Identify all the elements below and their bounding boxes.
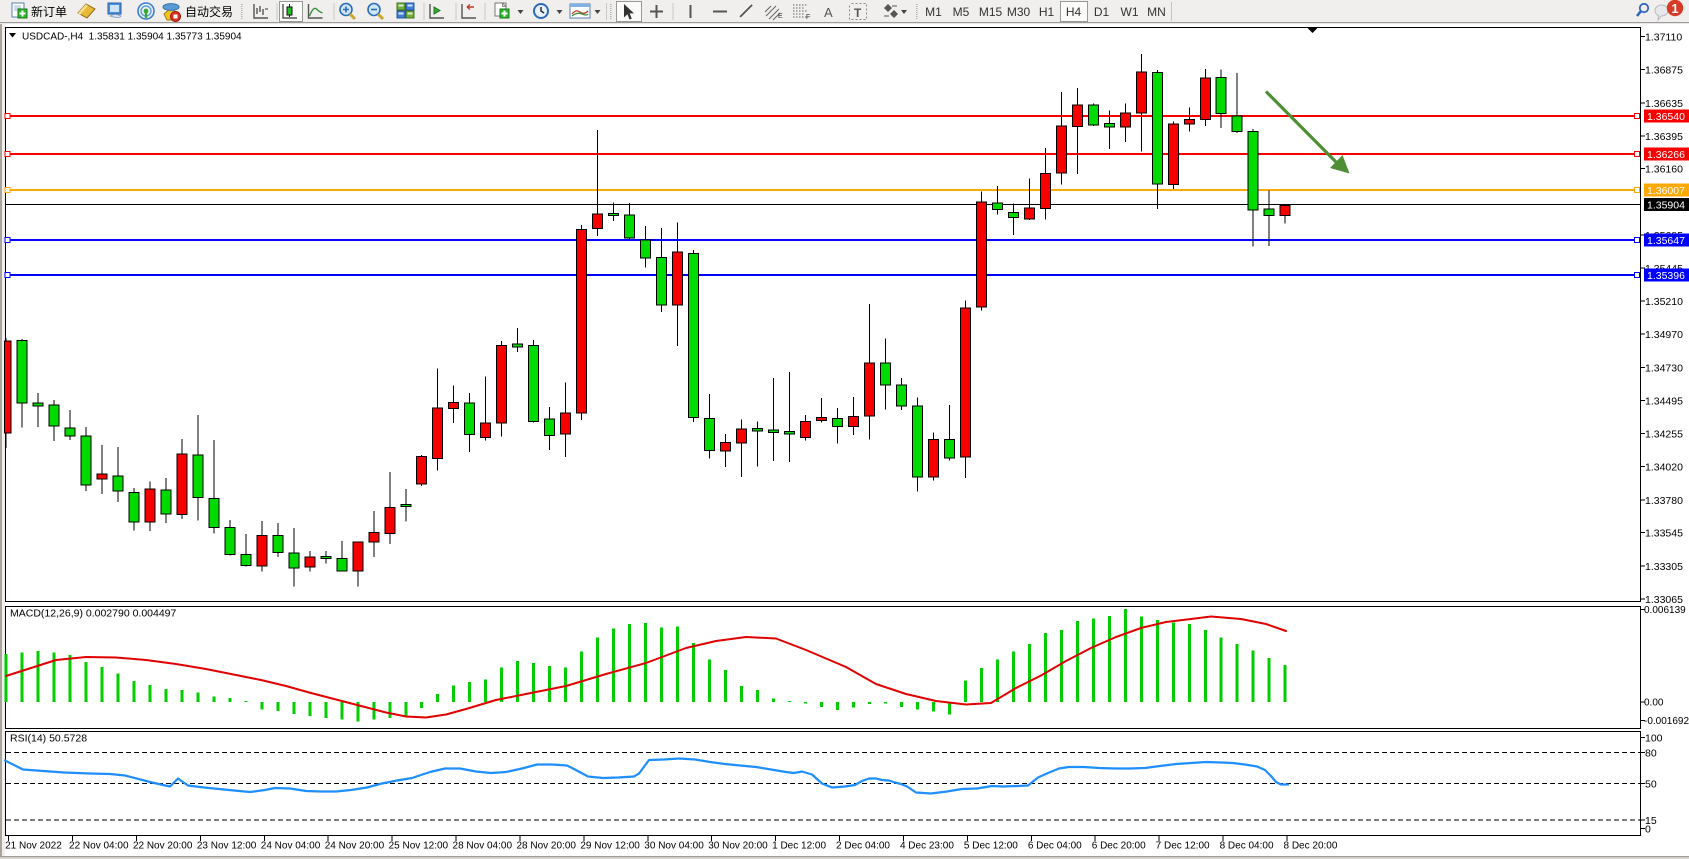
svg-text:M5: M5 <box>953 5 970 19</box>
svg-text:1.36635: 1.36635 <box>1645 98 1683 110</box>
svg-text:0.006139: 0.006139 <box>1644 605 1686 616</box>
svg-text:1.35210: 1.35210 <box>1645 296 1683 308</box>
svg-text:7 Dec 12:00: 7 Dec 12:00 <box>1156 841 1210 852</box>
svg-text:W1: W1 <box>1121 5 1139 19</box>
svg-text:M15: M15 <box>979 5 1003 19</box>
svg-text:21 Nov 2022: 21 Nov 2022 <box>5 841 62 852</box>
svg-text:100: 100 <box>1645 733 1663 745</box>
svg-text:1.36007: 1.36007 <box>1647 185 1685 197</box>
svg-text:4 Dec 23:00: 4 Dec 23:00 <box>900 841 954 852</box>
svg-text:1.34970: 1.34970 <box>1645 329 1683 341</box>
svg-text:E: E <box>778 13 783 20</box>
svg-text:80: 80 <box>1645 748 1657 760</box>
svg-text:RSI(14) 50.5728: RSI(14) 50.5728 <box>10 733 87 745</box>
svg-text:USDCAD-,H4 1.35831 1.35904 1.: USDCAD-,H4 1.35831 1.35904 1.35773 1.359… <box>22 32 242 43</box>
svg-text:1.34020: 1.34020 <box>1645 462 1683 474</box>
svg-text:8 Dec 20:00: 8 Dec 20:00 <box>1284 841 1338 852</box>
svg-text:自动交易: 自动交易 <box>185 4 233 19</box>
svg-text:15: 15 <box>1645 815 1657 827</box>
svg-text:1.35904: 1.35904 <box>1647 200 1685 212</box>
svg-text:1.36875: 1.36875 <box>1645 65 1683 77</box>
svg-text:0: 0 <box>1645 824 1651 836</box>
svg-text:24 Nov 04:00: 24 Nov 04:00 <box>261 841 321 852</box>
svg-text:1.35396: 1.35396 <box>1647 270 1685 282</box>
svg-text:28 Nov 20:00: 28 Nov 20:00 <box>516 841 576 852</box>
svg-text:1: 1 <box>1671 1 1678 16</box>
svg-text:28 Nov 04:00: 28 Nov 04:00 <box>453 841 513 852</box>
svg-text:50: 50 <box>1645 779 1657 791</box>
svg-text:1 Dec 12:00: 1 Dec 12:00 <box>772 841 826 852</box>
svg-text:M30: M30 <box>1007 5 1031 19</box>
svg-text:5 Dec 12:00: 5 Dec 12:00 <box>964 841 1018 852</box>
svg-text:新订单: 新订单 <box>31 4 67 19</box>
svg-text:25 Nov 12:00: 25 Nov 12:00 <box>389 841 449 852</box>
svg-text:D1: D1 <box>1094 5 1110 19</box>
svg-text:1.33545: 1.33545 <box>1645 528 1683 540</box>
svg-text:23 Nov 12:00: 23 Nov 12:00 <box>197 841 257 852</box>
svg-text:H1: H1 <box>1039 5 1055 19</box>
svg-text:1.36540: 1.36540 <box>1647 111 1685 123</box>
svg-text:22 Nov 20:00: 22 Nov 20:00 <box>133 841 193 852</box>
svg-text:-0.001692: -0.001692 <box>1644 716 1689 727</box>
svg-text:F: F <box>806 14 810 21</box>
svg-text:1.36160: 1.36160 <box>1645 164 1683 176</box>
svg-text:1.36266: 1.36266 <box>1647 149 1685 161</box>
svg-text:T: T <box>854 6 862 20</box>
svg-text:6 Dec 04:00: 6 Dec 04:00 <box>1028 841 1082 852</box>
svg-text:1.34730: 1.34730 <box>1645 363 1683 375</box>
svg-text:1.36395: 1.36395 <box>1645 131 1683 143</box>
svg-text:1.33780: 1.33780 <box>1645 495 1683 507</box>
svg-text:1.34255: 1.34255 <box>1645 429 1683 441</box>
svg-text:1.33305: 1.33305 <box>1645 561 1683 573</box>
svg-text:30 Nov 04:00: 30 Nov 04:00 <box>644 841 704 852</box>
svg-text:8 Dec 04:00: 8 Dec 04:00 <box>1220 841 1274 852</box>
svg-text:1.35647: 1.35647 <box>1647 235 1685 247</box>
svg-text:6 Dec 20:00: 6 Dec 20:00 <box>1092 841 1146 852</box>
svg-text:1.37110: 1.37110 <box>1645 32 1682 44</box>
svg-text:MN: MN <box>1147 5 1166 19</box>
svg-text:29 Nov 12:00: 29 Nov 12:00 <box>580 841 640 852</box>
svg-text:22 Nov 04:00: 22 Nov 04:00 <box>69 841 129 852</box>
svg-text:M1: M1 <box>925 5 942 19</box>
svg-text:30 Nov 20:00: 30 Nov 20:00 <box>708 841 768 852</box>
svg-text:1.33065: 1.33065 <box>1645 594 1683 606</box>
svg-text:24 Nov 20:00: 24 Nov 20:00 <box>325 841 385 852</box>
svg-text:MACD(12,26,9) 0.002790 0.00449: MACD(12,26,9) 0.002790 0.004497 <box>10 608 177 620</box>
svg-text:2 Dec 04:00: 2 Dec 04:00 <box>836 841 890 852</box>
svg-text:H4: H4 <box>1066 5 1082 19</box>
svg-text:1.34495: 1.34495 <box>1645 396 1683 408</box>
svg-text:0.00: 0.00 <box>1644 698 1664 709</box>
svg-text:A: A <box>824 5 833 20</box>
